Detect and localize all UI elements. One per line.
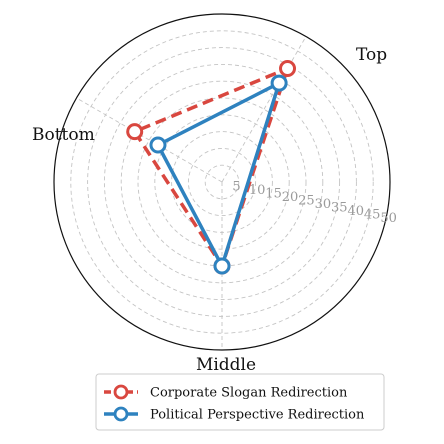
radial-tick-label-4: 25 [298,193,315,208]
grid-circle-8 [70,30,374,334]
radial-tick-labels: 5 10 15 20 25 30 35 40 45 50 [232,179,396,225]
grid-circle-0 [204,164,240,200]
radial-tick-label-7: 40 [347,204,364,219]
legend-marker-0 [113,384,129,400]
grid-circle-6 [103,63,341,301]
grid-circle-1 [187,147,257,217]
spoke-2 [76,97,223,183]
radial-tick-label-3: 20 [282,190,299,205]
legend-frame [95,373,385,431]
series-layer [126,60,297,275]
series-1-point-0 [270,74,288,92]
legend-label-1: Political Perspective Redirection [150,408,365,423]
axis-label-middle: Middle [196,355,256,375]
radial-tick-label-6: 35 [331,200,348,215]
spoke-0 [221,36,307,183]
grid-circle-3 [154,114,290,250]
legend-entry-0: Corporate Slogan Redirection [104,384,348,401]
radial-tick-label-0: 5 [232,179,240,194]
radial-tick-label-9: 50 [380,211,397,226]
legend-marker-1 [113,406,129,422]
series-line-0 [132,66,290,268]
series-0-point-2 [126,123,144,141]
series-1-point-2 [149,136,167,154]
radial-tick-label-5: 30 [315,197,332,212]
grid-circle-5 [120,80,324,284]
grid-circle-4 [137,97,307,267]
outer-frame [53,13,391,351]
axis-label-bottom: Bottom [32,125,95,145]
legend: Corporate Slogan Redirection Political P… [95,373,385,431]
radial-tick-label-1: 10 [249,183,266,198]
radial-tick-label-8: 45 [364,207,381,222]
series-0-point-0 [279,60,297,78]
axis-labels: Top Middle Bottom [32,45,387,375]
series-1-point-1 [213,257,231,275]
legend-label-0: Corporate Slogan Redirection [150,386,348,401]
legend-entry-1: Political Perspective Redirection [104,406,365,423]
radial-tick-label-2: 15 [265,186,282,201]
axis-label-top: Top [356,45,387,65]
series-line-1 [156,81,281,268]
